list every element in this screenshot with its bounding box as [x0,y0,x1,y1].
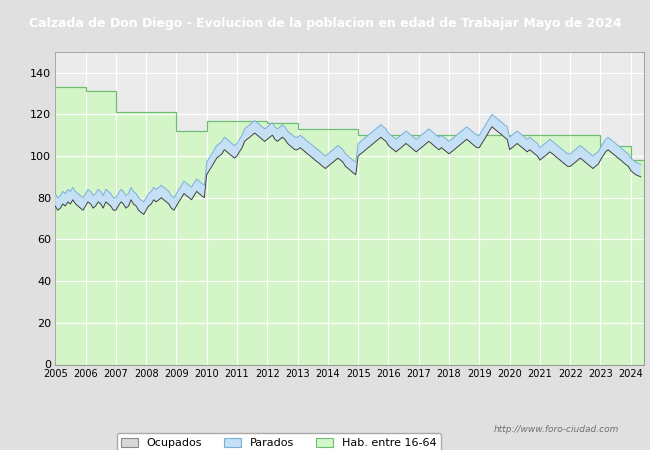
Legend: Ocupados, Parados, Hab. entre 16-64: Ocupados, Parados, Hab. entre 16-64 [116,433,441,450]
Text: http://www.foro-ciudad.com: http://www.foro-ciudad.com [494,425,619,434]
Text: Calzada de Don Diego - Evolucion de la poblacion en edad de Trabajar Mayo de 202: Calzada de Don Diego - Evolucion de la p… [29,17,621,30]
